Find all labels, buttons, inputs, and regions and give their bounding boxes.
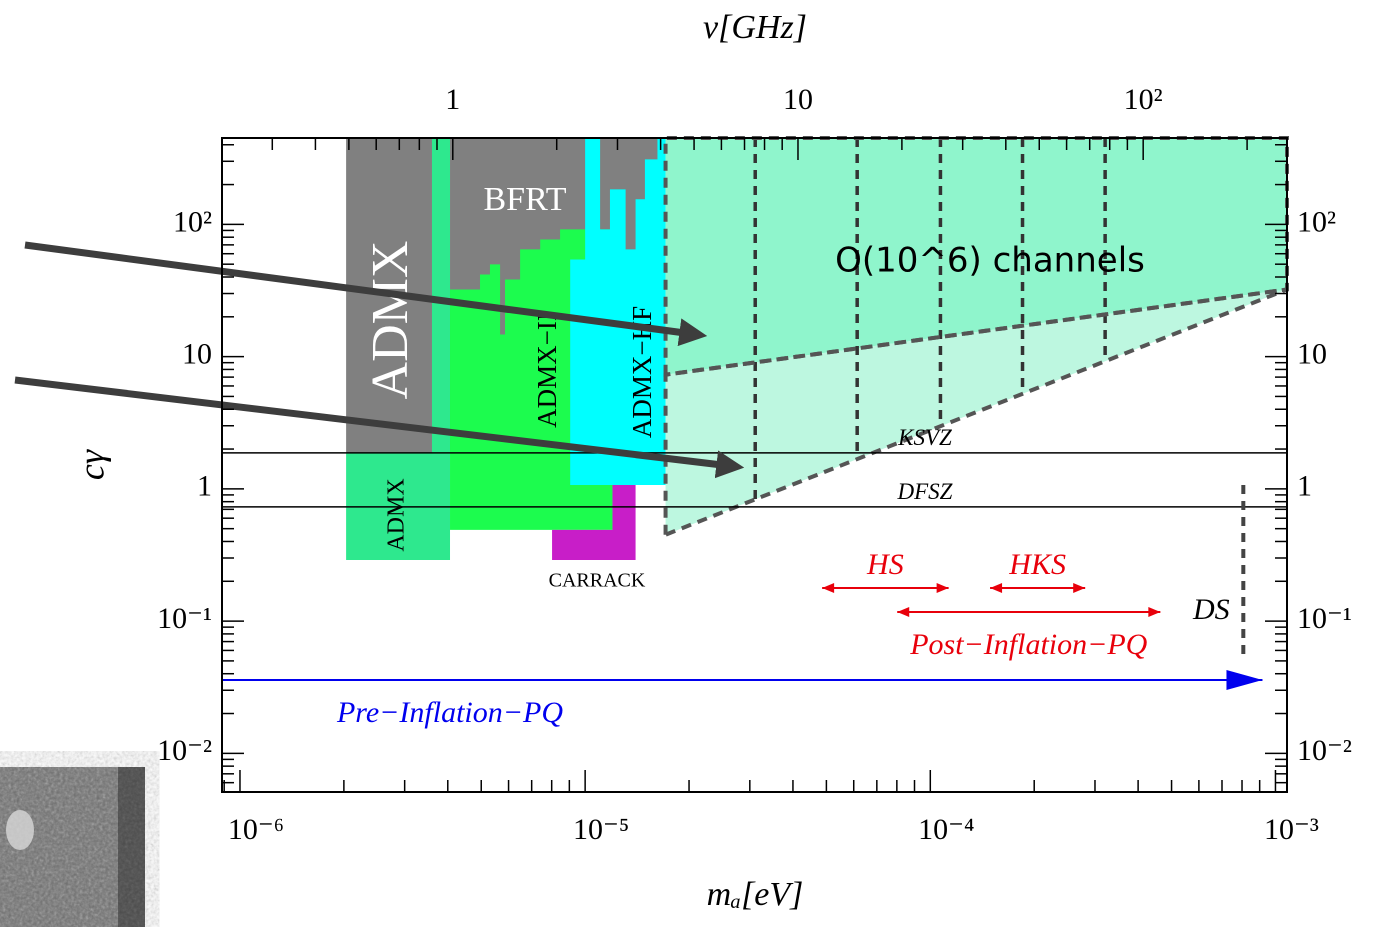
range-label: Post−Inflation−PQ (909, 628, 1147, 661)
y-tick-label-right: 10⁻¹ (1297, 602, 1352, 635)
x-tick-label: 10⁻⁴ (918, 813, 974, 846)
region-label: BFRT (484, 181, 567, 218)
region-label: ADMX (362, 241, 419, 400)
y-tick-label-right: 10⁻² (1297, 734, 1352, 767)
photo (0, 767, 145, 927)
x-tick-label: 10⁻³ (1264, 813, 1319, 846)
range-label: HS (866, 548, 904, 581)
overlay: ADMXBFRTADMXADMX−IICARRACKADMX−HFO(10^6)… (222, 181, 1287, 729)
y-tick-label-right: 10² (1297, 205, 1336, 238)
x2-tick-label: 10² (1124, 83, 1163, 116)
y-tick-label: 10⁻² (157, 734, 212, 767)
region-label: ADMX−II (532, 312, 562, 428)
plot-frame (221, 137, 1288, 793)
y-tick-label-right: 10 (1297, 338, 1327, 371)
exclusion-region (346, 138, 451, 560)
x-tick-label: 10⁻⁵ (573, 813, 629, 846)
exclusion-region (570, 138, 666, 485)
pointer-arrow (14, 376, 745, 479)
limit-label: DS (1192, 593, 1230, 626)
arrow-head (822, 583, 835, 593)
arrow-head (897, 607, 910, 617)
arrow-head (1148, 607, 1161, 617)
y-tick-label-right: 1 (1297, 470, 1312, 503)
x-tick-label: 10⁻⁶ (228, 813, 284, 846)
arrow-head (1073, 583, 1086, 593)
region-label: O(10^6) channels (835, 241, 1145, 281)
arrow-head (1226, 670, 1263, 690)
y-tick-label: 10 (182, 338, 212, 371)
x2-tick-label: 1 (445, 83, 460, 116)
arrow-head (990, 583, 1003, 593)
region-label: ADMX (384, 478, 410, 551)
y-tick-label: 1 (197, 470, 212, 503)
range-label: Pre−Inflation−PQ (336, 696, 563, 729)
range-label: HKS (1008, 548, 1066, 581)
y-axis-title: cγ (71, 449, 111, 480)
region-label: CARRACK (549, 570, 646, 592)
exclusion-region (552, 484, 636, 560)
y-tick-label: 10⁻¹ (157, 602, 212, 635)
exclusion-region (665, 138, 1287, 375)
y-tick-label: 10² (173, 205, 212, 238)
model-label: DFSZ (897, 479, 953, 504)
arrow-head (936, 583, 949, 593)
pointer-arrow (24, 241, 708, 347)
x2-tick-label: 10 (783, 83, 813, 116)
x-axis-title: mₐ[eV] (707, 876, 804, 913)
model-label: KSVZ (897, 425, 952, 450)
top-axis-title: ν[GHz] (703, 9, 807, 46)
